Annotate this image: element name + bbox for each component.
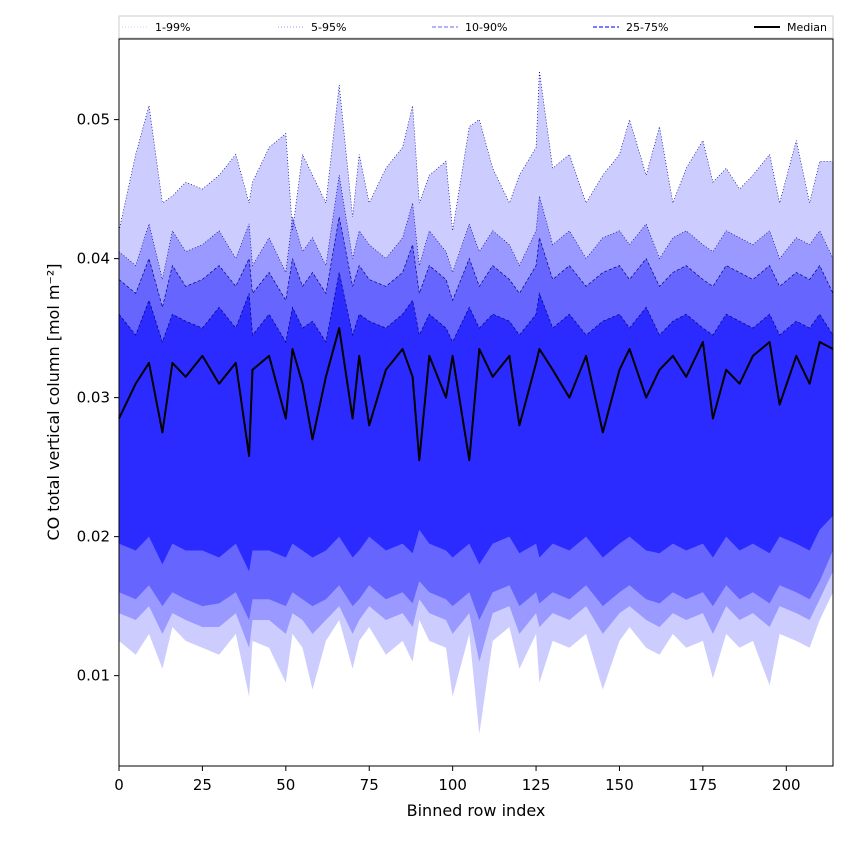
x-tick-label: 200 <box>772 776 801 794</box>
y-tick-label: 0.03 <box>77 389 110 407</box>
legend: 1-99% 5-95% 10-90% 25-75% Median <box>118 15 834 39</box>
percentile-bands <box>119 71 833 734</box>
median-layer <box>118 327 834 462</box>
median-line <box>118 327 834 462</box>
x-tick-label: 75 <box>360 776 379 794</box>
y-tick-label: 0.05 <box>77 111 110 129</box>
x-axis-label: Binned row index <box>407 801 546 820</box>
y-tick-label: 0.01 <box>77 667 110 685</box>
x-tick-label: 50 <box>276 776 295 794</box>
y-tick-label: 0.04 <box>77 250 110 268</box>
legend-label: 5-95% <box>311 21 346 34</box>
p75-line <box>118 272 834 344</box>
x-tick-label: 0 <box>114 776 124 794</box>
x-tick-label: 175 <box>689 776 718 794</box>
band-25-75 <box>119 272 833 572</box>
legend-label: 1-99% <box>155 21 190 34</box>
y-tick-label: 0.02 <box>77 528 110 546</box>
x-tick-label: 100 <box>438 776 467 794</box>
legend-label: 10-90% <box>465 21 507 34</box>
legend-box <box>118 15 834 39</box>
y-axis-ticks: 0.01 0.02 0.03 0.04 0.05 <box>77 111 119 685</box>
percentile-edge-lines <box>118 70 834 344</box>
x-tick-label: 25 <box>193 776 212 794</box>
p90-line <box>118 216 834 308</box>
x-tick-label: 125 <box>522 776 551 794</box>
x-axis-ticks: 0 25 50 75 100 125 150 175 200 <box>114 766 801 794</box>
legend-label: 25-75% <box>626 21 668 34</box>
y-axis-label: CO total vertical column [mol m⁻²] <box>44 263 63 540</box>
legend-label: Median <box>787 21 827 34</box>
x-tick-label: 150 <box>605 776 634 794</box>
p99-line <box>118 70 833 231</box>
p95-line <box>118 175 834 280</box>
plot-frame <box>118 38 834 767</box>
